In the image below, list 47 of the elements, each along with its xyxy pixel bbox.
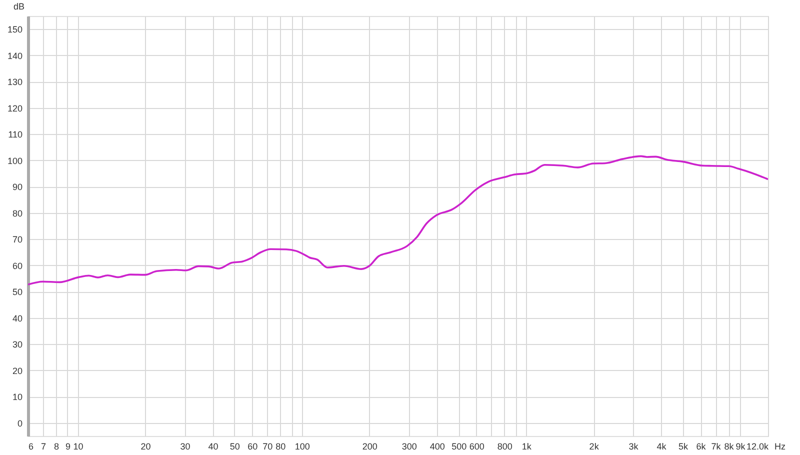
y-tick-label: 20 <box>12 366 22 376</box>
x-tick-label: 7 <box>41 442 46 452</box>
y-tick-label: 90 <box>12 182 22 192</box>
x-tick-label: 200 <box>362 442 378 452</box>
y-tick-label: 80 <box>12 208 22 218</box>
x-tick-label: 70 <box>262 442 273 452</box>
y-tick-label: 70 <box>12 234 22 245</box>
x-tick-label: 2k <box>589 442 600 452</box>
y-axis-title: dB <box>13 2 24 12</box>
x-tick-label: 300 <box>402 442 417 452</box>
x-tick-label: 20 <box>140 442 151 452</box>
x-tick-label: 100 <box>294 442 310 452</box>
y-tick-label: 50 <box>12 287 22 298</box>
x-tick-label: 4k <box>656 442 667 452</box>
y-tick-label: 130 <box>7 77 22 88</box>
y-tick-label: 40 <box>12 313 22 324</box>
y-tick-label: 60 <box>12 260 22 271</box>
x-tick-label: 7k <box>711 442 722 452</box>
y-tick-label: 110 <box>8 130 22 140</box>
x-tick-label: 60 <box>248 442 258 452</box>
x-tick-label: 8 <box>54 442 60 452</box>
x-axis-title: Hz <box>774 442 786 452</box>
x-tick-label: 80 <box>276 442 286 452</box>
x-tick-label: 500 <box>452 442 467 452</box>
x-tick-label: 3k <box>628 442 639 452</box>
y-tick-label: 10 <box>12 392 22 402</box>
y-tick-label: 100 <box>7 156 22 166</box>
x-tick-label: 5k <box>678 442 689 452</box>
x-tick-label: 30 <box>180 442 190 452</box>
x-tick-label: 600 <box>469 442 484 452</box>
x-tick-label: 12.0k <box>746 442 769 452</box>
x-tick-label: 400 <box>430 442 445 452</box>
x-tick-label: 10 <box>73 442 84 452</box>
x-tick-label: 1k <box>522 442 532 452</box>
y-tick-label: 140 <box>7 50 22 61</box>
x-tick-label: 50 <box>230 442 240 452</box>
x-tick-label: 8k <box>724 442 734 452</box>
x-tick-label: 6k <box>696 442 706 452</box>
y-tick-label: 0 <box>17 418 22 428</box>
x-tick-label: 40 <box>208 442 218 452</box>
y-tick-label: 120 <box>7 103 22 114</box>
x-tick-label: 9k <box>736 442 746 452</box>
x-tick-label: 9 <box>65 442 70 452</box>
y-tick-label: 150 <box>7 24 22 35</box>
y-tick-label: 30 <box>12 340 22 350</box>
x-tick-label: 800 <box>497 442 512 452</box>
x-tick-label: 6 <box>28 442 34 452</box>
